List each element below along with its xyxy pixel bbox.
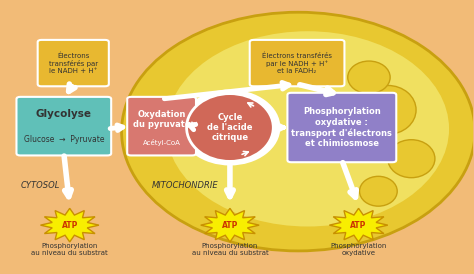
Text: Glycolyse: Glycolyse (36, 109, 92, 119)
Ellipse shape (388, 140, 435, 178)
FancyBboxPatch shape (287, 93, 396, 162)
Text: Phosphorylation
au niveau du substrat: Phosphorylation au niveau du substrat (191, 243, 268, 256)
Text: Phosphorylation
oxydative: Phosphorylation oxydative (330, 243, 387, 256)
Ellipse shape (359, 85, 416, 134)
Ellipse shape (166, 31, 449, 227)
Text: Acétyl-CoA: Acétyl-CoA (143, 139, 181, 146)
Text: Phosphorylation
au niveau du substrat: Phosphorylation au niveau du substrat (31, 243, 108, 256)
FancyBboxPatch shape (37, 40, 109, 86)
Ellipse shape (348, 61, 390, 94)
Text: CYTOSOL: CYTOSOL (20, 181, 60, 190)
Text: Glucose  →  Pyruvate: Glucose → Pyruvate (24, 135, 104, 144)
Text: MITOCHONDRIE: MITOCHONDRIE (152, 181, 219, 190)
Polygon shape (40, 208, 99, 242)
Polygon shape (201, 208, 259, 242)
Text: ATP: ATP (350, 221, 367, 230)
Ellipse shape (359, 176, 397, 206)
FancyBboxPatch shape (17, 97, 111, 155)
Ellipse shape (187, 94, 273, 161)
Polygon shape (329, 208, 388, 242)
Text: Oxydation
du pyruvate: Oxydation du pyruvate (133, 110, 191, 129)
Text: Cycle
de l'acide
citrique: Cycle de l'acide citrique (207, 113, 253, 142)
Text: Phosphorylation
oxydative :
transport d'électrons
et chimiosmose: Phosphorylation oxydative : transport d'… (292, 107, 392, 148)
FancyBboxPatch shape (127, 97, 196, 155)
Text: Électrons
transférés par
le NADH + H⁺: Électrons transférés par le NADH + H⁺ (49, 52, 98, 74)
Text: Électrons transférés
par le NADH + H⁺
et la FADH₂: Électrons transférés par le NADH + H⁺ et… (262, 52, 332, 74)
Text: ATP: ATP (62, 221, 78, 230)
Ellipse shape (121, 12, 474, 251)
Ellipse shape (180, 90, 280, 165)
Text: ATP: ATP (222, 221, 238, 230)
FancyBboxPatch shape (250, 40, 345, 86)
